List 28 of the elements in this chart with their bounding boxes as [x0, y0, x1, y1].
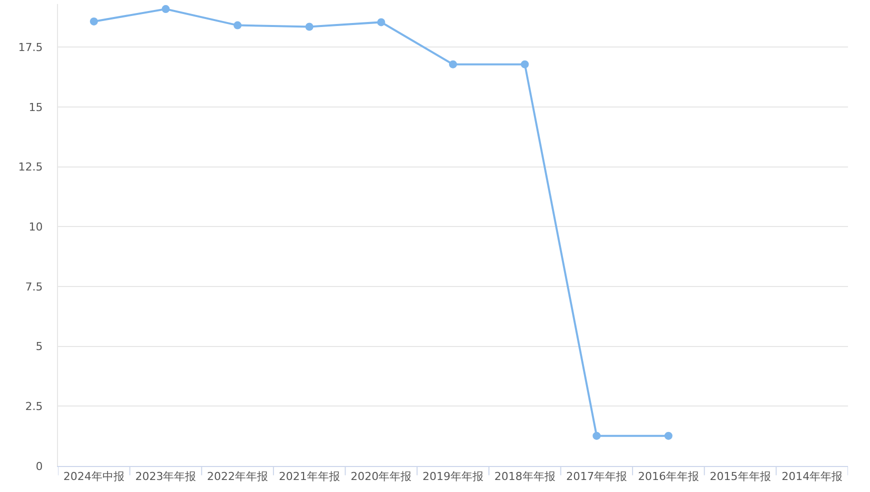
x-tick-label: 2020年年报 [350, 470, 412, 484]
x-tick-label: 2023年年报 [135, 470, 196, 484]
x-tick-label: 2022年年报 [207, 470, 268, 484]
point [162, 5, 170, 14]
x-tick-label: 2017年年报 [566, 470, 628, 484]
x-tick-label: 2014年年报 [782, 470, 843, 484]
y-tick-label: 2.5 [25, 400, 43, 414]
x-tick-label: 2024年中报 [63, 470, 124, 484]
y-tick-label: 7.5 [25, 280, 43, 294]
x-tick-label: 2019年年报 [422, 470, 484, 484]
point [592, 432, 601, 440]
x-tick-label: 2018年年报 [494, 470, 556, 484]
x-tick-label: 2015年年报 [710, 470, 771, 484]
y-tick-label: 12.5 [18, 160, 43, 174]
y-tick-label: 15 [28, 100, 43, 114]
point [90, 17, 98, 26]
point [449, 60, 457, 68]
point [305, 22, 314, 31]
point [234, 21, 242, 30]
y-tick-label: 17.5 [18, 40, 43, 54]
y-tick-label: 0 [36, 460, 43, 473]
x-tick-label: 2016年年报 [638, 470, 699, 484]
point [520, 60, 529, 68]
x-tick-label: 2021年年报 [278, 470, 340, 484]
point [664, 432, 672, 440]
point [377, 18, 386, 26]
y-tick-label: 5 [36, 340, 43, 354]
y-tick-label: 10 [28, 220, 43, 234]
